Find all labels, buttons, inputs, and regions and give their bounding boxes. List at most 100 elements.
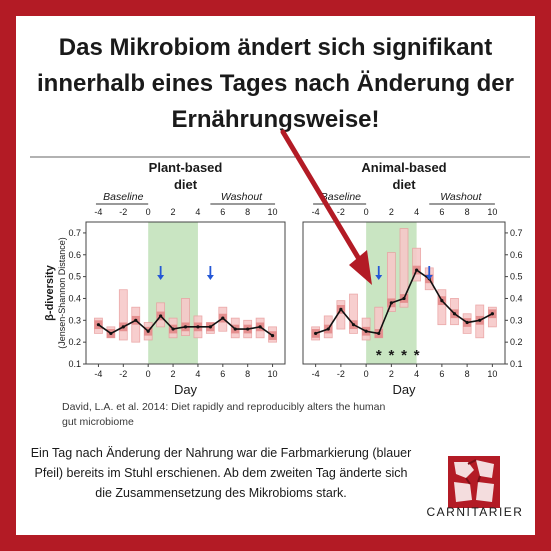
panel-title-line-2: diet — [392, 177, 416, 192]
top-tick-label: 10 — [268, 207, 278, 217]
top-tick-label: 0 — [146, 207, 151, 217]
y-tick-label: 0.4 — [68, 293, 81, 303]
marker-arrow-icon — [425, 266, 433, 280]
citation: David, L.A. et al. 2014: Diet rapidly an… — [62, 401, 386, 428]
y-axis-label: β-diversity — [44, 264, 56, 321]
phase-label-baseline: Baseline — [321, 191, 361, 203]
caption: Ein Tag nach Änderung der Nahrung war di… — [30, 446, 412, 500]
median-point — [452, 312, 457, 316]
headline-line-3: Ernährungsweise! — [171, 106, 380, 133]
top-tick-label: -2 — [337, 207, 345, 217]
y-tick-label: 0.3 — [68, 315, 81, 325]
median-point — [389, 301, 393, 305]
median-point — [364, 329, 368, 333]
top-tick-label: -2 — [119, 207, 127, 217]
y-tick-label: 0.7 — [510, 228, 523, 238]
panel-title-line-1: Animal-based — [361, 160, 446, 175]
distribution-box — [437, 289, 447, 326]
median-point — [221, 316, 225, 320]
phase-label-baseline: Baseline — [103, 191, 143, 203]
x-tick-label: -4 — [312, 369, 320, 379]
headline: Das Mikrobiom ändert sich signifikant in… — [22, 30, 529, 138]
brand-name: CARNITARIER — [426, 505, 524, 519]
marker-arrow-head — [425, 275, 433, 280]
top-tick-label: 8 — [465, 207, 470, 217]
x-tick-label: 2 — [171, 369, 176, 379]
x-tick-label: 6 — [439, 369, 444, 379]
headline-line-2: innerhalb eines Tages nach Änderung der — [37, 70, 514, 97]
median-point — [146, 329, 150, 333]
y-tick-label: 0.3 — [510, 315, 523, 325]
median-point — [314, 331, 318, 336]
median-point — [171, 327, 175, 331]
plot-frame — [85, 221, 286, 365]
annotation-arrow-shaft — [280, 129, 365, 267]
x-axis-label: Day — [392, 382, 416, 397]
median-point — [351, 323, 356, 327]
median-point — [233, 327, 237, 331]
median-point — [339, 307, 343, 311]
marker-arrow-head — [157, 275, 165, 280]
significance-star: * — [388, 347, 394, 364]
distribution-box — [399, 228, 409, 308]
x-tick-label: -4 — [94, 369, 102, 379]
top-tick-label: 4 — [195, 207, 200, 217]
x-tick-label: -2 — [119, 369, 127, 379]
headline-line-1: Das Mikrobiom ändert sich signifikant — [58, 34, 493, 61]
median-point — [402, 296, 406, 301]
distribution-box — [349, 293, 358, 334]
y-tick-label: 0.1 — [510, 359, 523, 369]
x-tick-label: 0 — [364, 369, 369, 379]
panel-plant: Plant-based diet Baseline Washout -4 -2 0 2 4 6 8 1… — [44, 160, 286, 397]
median-point — [440, 299, 444, 303]
distribution-box — [412, 247, 422, 282]
y-tick-label: 0.5 — [510, 272, 523, 282]
diet-period-band — [148, 222, 198, 364]
median-point — [490, 312, 494, 316]
figure-background — [16, 155, 535, 393]
top-tick-label: 4 — [414, 207, 419, 217]
median-point — [196, 325, 200, 329]
y-tick-label: 0.7 — [68, 228, 81, 238]
significance-star: * — [401, 347, 407, 364]
y-axis-sublabel: (Jensen-Shannon Distance) — [57, 237, 67, 349]
marker-arrow-head — [206, 275, 214, 280]
top-tick-label: 8 — [245, 207, 250, 217]
top-tick-label: 6 — [439, 207, 444, 217]
median-point — [183, 325, 188, 329]
median-point — [159, 314, 163, 318]
median-point — [478, 318, 482, 322]
annotation-arrow-icon — [280, 129, 372, 285]
top-tick-label: -4 — [94, 207, 102, 217]
x-tick-label: 8 — [245, 369, 250, 379]
y-tick-label: 0.2 — [510, 337, 523, 347]
y-tick-label: 0.1 — [68, 359, 81, 369]
median-point — [270, 334, 275, 338]
marker-arrow-icon — [375, 266, 383, 280]
y-tick-label: 0.4 — [510, 293, 523, 303]
x-tick-label: 0 — [146, 369, 151, 379]
median-point — [109, 331, 113, 336]
x-tick-label: 10 — [268, 369, 278, 379]
top-tick-label: -4 — [312, 207, 320, 217]
median-point — [96, 323, 101, 327]
plot-frame — [302, 221, 506, 365]
top-tick-label: 6 — [220, 207, 225, 217]
median-point — [208, 325, 212, 329]
median-point — [415, 268, 419, 272]
x-tick-label: -2 — [337, 369, 345, 379]
median-point — [377, 331, 381, 336]
phase-label-washout: Washout — [221, 191, 263, 203]
top-tick-label: 10 — [487, 207, 497, 217]
annotation-arrow-head — [349, 250, 372, 285]
panel-title-line-2: diet — [174, 177, 198, 192]
x-tick-label: 2 — [389, 369, 394, 379]
x-tick-label: 8 — [465, 369, 470, 379]
y-tick-label: 0.6 — [510, 250, 523, 260]
median-point — [246, 327, 250, 331]
marker-arrow-icon — [206, 266, 214, 280]
distribution-box — [386, 252, 396, 312]
median-point — [326, 327, 330, 331]
significance-star: * — [376, 347, 382, 364]
x-tick-label: 4 — [414, 369, 419, 379]
